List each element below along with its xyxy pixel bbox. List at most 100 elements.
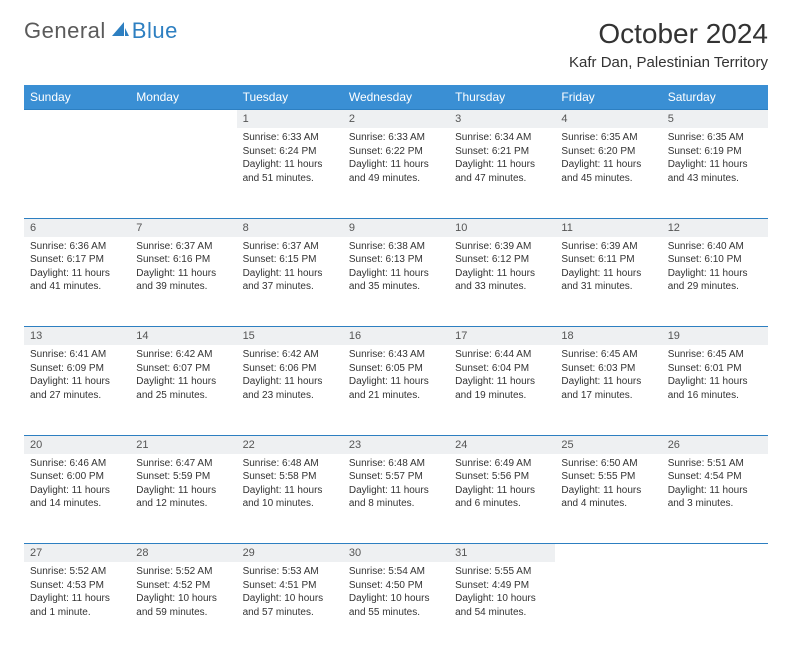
day-number-cell: 27	[24, 544, 130, 563]
weekday-header: Thursday	[449, 85, 555, 110]
day-number-cell: 19	[662, 327, 768, 346]
day-number-cell: 20	[24, 435, 130, 454]
day-number-row: 6789101112	[24, 218, 768, 237]
day-number-cell: 3	[449, 110, 555, 129]
sunset-line: Sunset: 6:03 PM	[561, 362, 655, 376]
day-content-cell: Sunrise: 5:52 AMSunset: 4:53 PMDaylight:…	[24, 562, 130, 652]
daylight-line: Daylight: 11 hours and 1 minute.	[30, 592, 124, 619]
day-content-cell: Sunrise: 6:44 AMSunset: 6:04 PMDaylight:…	[449, 345, 555, 435]
day-number-cell: 15	[237, 327, 343, 346]
location-label: Kafr Dan, Palestinian Territory	[569, 54, 768, 71]
day-content-row: Sunrise: 6:46 AMSunset: 6:00 PMDaylight:…	[24, 454, 768, 544]
sunset-line: Sunset: 4:50 PM	[349, 579, 443, 593]
day-number-cell: 2	[343, 110, 449, 129]
sunrise-line: Sunrise: 6:48 AM	[349, 457, 443, 471]
daylight-line: Daylight: 11 hours and 10 minutes.	[243, 484, 337, 511]
day-content-cell: Sunrise: 6:39 AMSunset: 6:12 PMDaylight:…	[449, 237, 555, 327]
daylight-line: Daylight: 11 hours and 6 minutes.	[455, 484, 549, 511]
day-number-row: 12345	[24, 110, 768, 129]
day-content-row: Sunrise: 6:33 AMSunset: 6:24 PMDaylight:…	[24, 128, 768, 218]
sunset-line: Sunset: 6:20 PM	[561, 145, 655, 159]
sunrise-line: Sunrise: 6:37 AM	[243, 240, 337, 254]
day-number-cell: 24	[449, 435, 555, 454]
day-content-cell: Sunrise: 6:47 AMSunset: 5:59 PMDaylight:…	[130, 454, 236, 544]
day-number-cell: 31	[449, 544, 555, 563]
sunset-line: Sunset: 5:56 PM	[455, 470, 549, 484]
day-number-cell: 30	[343, 544, 449, 563]
sunrise-line: Sunrise: 5:52 AM	[136, 565, 230, 579]
sunset-line: Sunset: 6:04 PM	[455, 362, 549, 376]
weekday-header: Monday	[130, 85, 236, 110]
sunset-line: Sunset: 6:00 PM	[30, 470, 124, 484]
brand-logo: General Blue	[24, 18, 178, 44]
daylight-line: Daylight: 10 hours and 54 minutes.	[455, 592, 549, 619]
sunrise-line: Sunrise: 6:45 AM	[561, 348, 655, 362]
sunrise-line: Sunrise: 6:37 AM	[136, 240, 230, 254]
day-number-cell: 1	[237, 110, 343, 129]
weekday-header: Sunday	[24, 85, 130, 110]
day-number-cell: 18	[555, 327, 661, 346]
day-content-cell: Sunrise: 6:33 AMSunset: 6:24 PMDaylight:…	[237, 128, 343, 218]
day-number-cell: 6	[24, 218, 130, 237]
day-number-cell: 29	[237, 544, 343, 563]
day-content-cell: Sunrise: 6:37 AMSunset: 6:15 PMDaylight:…	[237, 237, 343, 327]
daylight-line: Daylight: 11 hours and 47 minutes.	[455, 158, 549, 185]
sunset-line: Sunset: 4:52 PM	[136, 579, 230, 593]
sunset-line: Sunset: 6:22 PM	[349, 145, 443, 159]
daylight-line: Daylight: 11 hours and 12 minutes.	[136, 484, 230, 511]
day-number-cell	[662, 544, 768, 563]
sunset-line: Sunset: 6:01 PM	[668, 362, 762, 376]
daylight-line: Daylight: 11 hours and 3 minutes.	[668, 484, 762, 511]
sunset-line: Sunset: 6:24 PM	[243, 145, 337, 159]
sunset-line: Sunset: 4:54 PM	[668, 470, 762, 484]
day-content-row: Sunrise: 6:36 AMSunset: 6:17 PMDaylight:…	[24, 237, 768, 327]
sunrise-line: Sunrise: 6:34 AM	[455, 131, 549, 145]
daylight-line: Daylight: 11 hours and 37 minutes.	[243, 267, 337, 294]
sunset-line: Sunset: 6:11 PM	[561, 253, 655, 267]
daylight-line: Daylight: 11 hours and 8 minutes.	[349, 484, 443, 511]
day-content-cell: Sunrise: 6:39 AMSunset: 6:11 PMDaylight:…	[555, 237, 661, 327]
brand-word1: General	[24, 18, 106, 44]
weekday-header: Friday	[555, 85, 661, 110]
sunset-line: Sunset: 4:49 PM	[455, 579, 549, 593]
sunrise-line: Sunrise: 6:35 AM	[668, 131, 762, 145]
day-number-cell: 21	[130, 435, 236, 454]
sunrise-line: Sunrise: 6:47 AM	[136, 457, 230, 471]
sunset-line: Sunset: 6:10 PM	[668, 253, 762, 267]
day-content-cell: Sunrise: 6:48 AMSunset: 5:57 PMDaylight:…	[343, 454, 449, 544]
sunrise-line: Sunrise: 6:38 AM	[349, 240, 443, 254]
sunrise-line: Sunrise: 6:44 AM	[455, 348, 549, 362]
daylight-line: Daylight: 11 hours and 14 minutes.	[30, 484, 124, 511]
sunset-line: Sunset: 5:55 PM	[561, 470, 655, 484]
sunset-line: Sunset: 5:57 PM	[349, 470, 443, 484]
sunset-line: Sunset: 4:53 PM	[30, 579, 124, 593]
sunset-line: Sunset: 6:12 PM	[455, 253, 549, 267]
day-content-cell: Sunrise: 6:34 AMSunset: 6:21 PMDaylight:…	[449, 128, 555, 218]
daylight-line: Daylight: 11 hours and 51 minutes.	[243, 158, 337, 185]
day-content-cell: Sunrise: 6:35 AMSunset: 6:19 PMDaylight:…	[662, 128, 768, 218]
daylight-line: Daylight: 11 hours and 33 minutes.	[455, 267, 549, 294]
day-number-cell: 26	[662, 435, 768, 454]
sunset-line: Sunset: 6:05 PM	[349, 362, 443, 376]
sunrise-line: Sunrise: 5:53 AM	[243, 565, 337, 579]
day-number-row: 20212223242526	[24, 435, 768, 454]
daylight-line: Daylight: 11 hours and 43 minutes.	[668, 158, 762, 185]
daylight-line: Daylight: 11 hours and 25 minutes.	[136, 375, 230, 402]
daylight-line: Daylight: 10 hours and 59 minutes.	[136, 592, 230, 619]
daylight-line: Daylight: 11 hours and 29 minutes.	[668, 267, 762, 294]
sunset-line: Sunset: 6:13 PM	[349, 253, 443, 267]
daylight-line: Daylight: 11 hours and 49 minutes.	[349, 158, 443, 185]
calendar-table: SundayMondayTuesdayWednesdayThursdayFrid…	[24, 85, 768, 652]
sunset-line: Sunset: 5:58 PM	[243, 470, 337, 484]
day-number-cell: 28	[130, 544, 236, 563]
daylight-line: Daylight: 11 hours and 4 minutes.	[561, 484, 655, 511]
day-content-cell: Sunrise: 5:52 AMSunset: 4:52 PMDaylight:…	[130, 562, 236, 652]
day-number-cell: 7	[130, 218, 236, 237]
day-content-row: Sunrise: 5:52 AMSunset: 4:53 PMDaylight:…	[24, 562, 768, 652]
sunset-line: Sunset: 6:07 PM	[136, 362, 230, 376]
sunrise-line: Sunrise: 6:36 AM	[30, 240, 124, 254]
day-number-cell	[24, 110, 130, 129]
daylight-line: Daylight: 11 hours and 23 minutes.	[243, 375, 337, 402]
page-header: General Blue October 2024 Kafr Dan, Pale…	[24, 18, 768, 71]
sunrise-line: Sunrise: 6:45 AM	[668, 348, 762, 362]
